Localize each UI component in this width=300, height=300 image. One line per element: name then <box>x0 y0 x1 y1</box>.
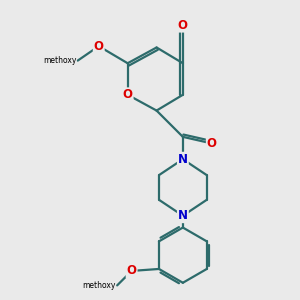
Text: O: O <box>178 19 188 32</box>
Text: methoxy: methoxy <box>82 281 116 290</box>
Text: O: O <box>94 40 104 53</box>
Text: O: O <box>127 264 136 278</box>
Text: O: O <box>123 88 133 101</box>
Text: N: N <box>178 209 188 222</box>
Text: O: O <box>207 137 217 150</box>
Text: N: N <box>178 153 188 166</box>
Text: methoxy: methoxy <box>43 56 76 65</box>
